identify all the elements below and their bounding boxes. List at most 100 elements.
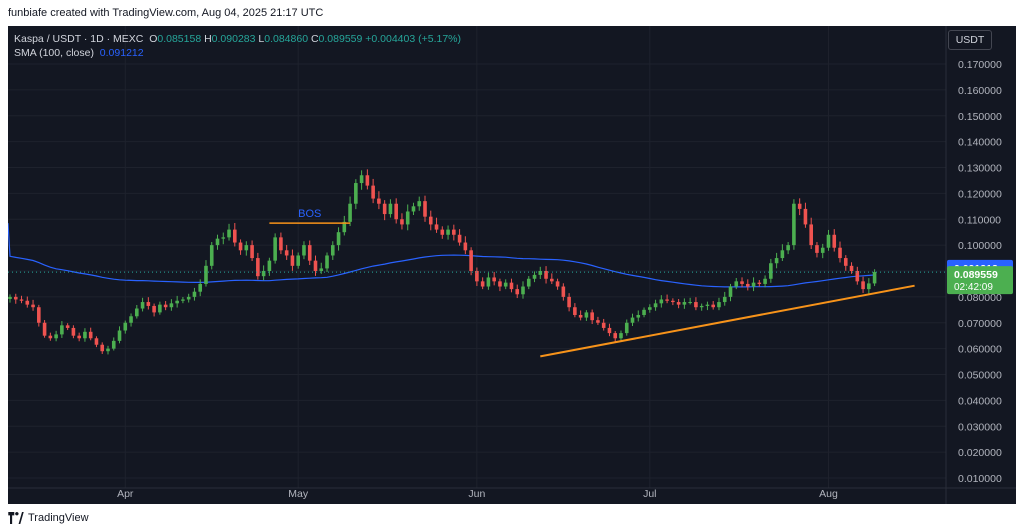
candle-body (728, 286, 733, 297)
bos-label: BOS (298, 208, 321, 220)
candle (792, 199, 796, 250)
candle-body (65, 325, 70, 328)
symbol-title[interactable]: Kaspa / USDT · 1D · MEXC (14, 33, 144, 45)
candle-body (607, 327, 612, 334)
candle-body (711, 304, 716, 308)
candle-body (146, 302, 151, 306)
candle (129, 313, 133, 327)
candle (388, 199, 393, 218)
candle-body (417, 201, 422, 207)
candle (111, 337, 116, 351)
candle (607, 323, 612, 337)
candle-body (186, 296, 191, 300)
candle-body (596, 320, 600, 323)
candle (65, 323, 70, 331)
candle (428, 210, 433, 231)
candle (815, 242, 819, 258)
candle-body (544, 271, 548, 279)
candle (613, 331, 618, 342)
candle-body (867, 283, 871, 290)
candle (209, 242, 214, 270)
sma-label[interactable]: SMA (100, close) (14, 47, 94, 59)
low-value: 0.084860 (264, 33, 309, 45)
candle-body (296, 255, 300, 266)
candle-body (354, 183, 358, 204)
candle (526, 276, 531, 290)
candle-body (440, 229, 445, 235)
candle-body (751, 282, 756, 287)
candle (405, 204, 410, 231)
candle (181, 297, 185, 304)
candle (699, 303, 704, 311)
candle-body (261, 271, 266, 277)
candle (169, 299, 174, 311)
candle (590, 309, 594, 325)
candle (88, 327, 93, 341)
candle-body (532, 274, 537, 279)
candle-body (198, 283, 203, 292)
candle (584, 310, 589, 321)
candle-body (313, 260, 318, 271)
candle (83, 328, 87, 342)
candle-body (77, 335, 81, 339)
credit-text: funbiafe created with TradingView.com, A… (8, 7, 324, 19)
price-tick-label: 0.070000 (958, 318, 1002, 330)
time-axis[interactable]: Apr May Jun Jul Aug (8, 487, 1016, 500)
currency-button[interactable]: USDT (948, 30, 992, 50)
candle-body (820, 247, 825, 253)
candle (307, 240, 312, 266)
candle (42, 320, 47, 338)
candle (71, 325, 76, 339)
candle (832, 229, 837, 252)
candle (642, 307, 646, 318)
grid (8, 26, 946, 488)
candle-body (123, 322, 128, 331)
candle-body (250, 245, 254, 259)
candle-body (88, 331, 93, 339)
candle (186, 293, 191, 303)
time-tick-label: Aug (819, 488, 838, 500)
candle-body (342, 221, 347, 233)
candle-body (371, 185, 375, 199)
candle (296, 252, 300, 269)
candle-body (475, 271, 479, 282)
candle (227, 223, 231, 241)
candle (809, 217, 813, 250)
candle-body (129, 316, 133, 323)
candle (377, 191, 381, 210)
candle (843, 255, 848, 271)
candle (786, 242, 790, 255)
time-tick-label: May (288, 488, 309, 500)
candle (567, 293, 571, 312)
candle-body (267, 260, 272, 271)
candle-body (209, 245, 214, 266)
candle-body (809, 224, 813, 246)
candle (135, 305, 139, 319)
candle (54, 330, 58, 342)
candle-body (325, 255, 329, 269)
candle-body (94, 338, 99, 345)
high-label: H (204, 33, 212, 45)
candle-body (394, 203, 398, 220)
candle-body (676, 302, 681, 305)
candle (163, 301, 168, 311)
candle-body (573, 307, 577, 315)
candle-body (71, 327, 76, 336)
candle (820, 243, 825, 259)
candle (682, 298, 687, 309)
candle-body (48, 335, 53, 339)
candle (676, 299, 681, 309)
chart-panel[interactable]: BOS 0.170000 0.160000 0.150000 0.140000 0.13… (8, 26, 1016, 504)
price-chart[interactable]: BOS 0.170000 0.160000 0.150000 0.140000 0.13… (8, 26, 1016, 504)
candle-body (336, 232, 341, 246)
candle-body (204, 265, 208, 284)
candle-body (307, 245, 312, 261)
candle-body (480, 281, 485, 287)
candle-body (163, 304, 168, 308)
candle-body (763, 278, 767, 284)
candle-body (630, 317, 635, 323)
candle (555, 278, 560, 290)
price-tick-label: 0.160000 (958, 85, 1002, 97)
candle-body (849, 265, 854, 271)
ohlc-row: Kaspa / USDT · 1D · MEXC O0.085158 H0.09… (14, 32, 461, 46)
